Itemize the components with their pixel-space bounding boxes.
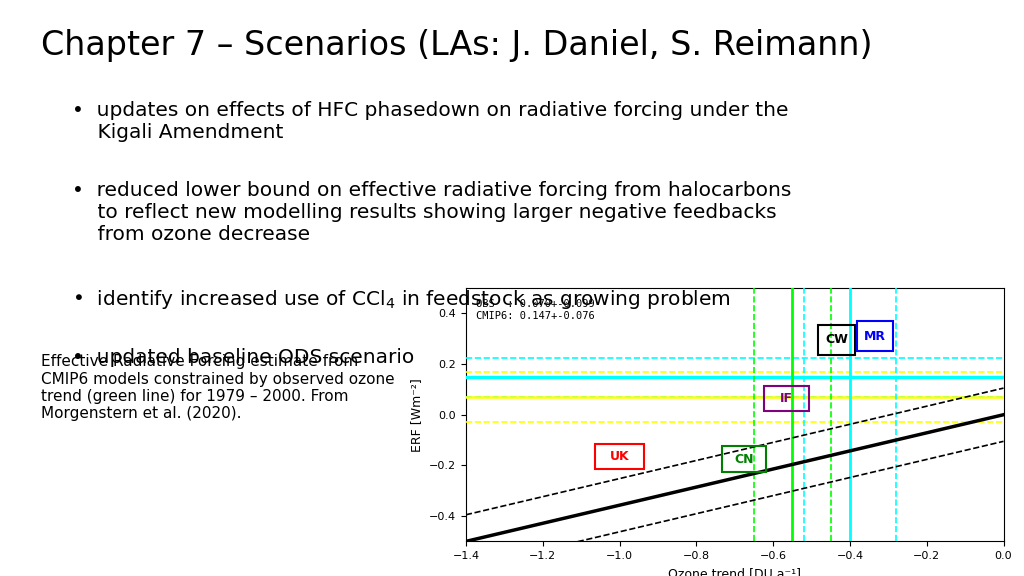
Text: CW: CW — [825, 334, 848, 346]
Text: Effective Radiative Forcing estimate from
CMIP6 models constrained by observed o: Effective Radiative Forcing estimate fro… — [41, 354, 394, 422]
Text: Chapter 7 – Scenarios (LAs: J. Daniel, S. Reimann): Chapter 7 – Scenarios (LAs: J. Daniel, S… — [41, 29, 872, 62]
Text: CN: CN — [734, 453, 754, 465]
X-axis label: Ozone trend [DU a⁻¹]: Ozone trend [DU a⁻¹] — [669, 567, 801, 576]
Text: •  reduced lower bound on effective radiative forcing from halocarbons
    to re: • reduced lower bound on effective radia… — [72, 181, 792, 244]
Text: UK: UK — [609, 450, 630, 463]
Text: OBS  : 0.070+-0.099
CMIP6: 0.147+-0.076: OBS : 0.070+-0.099 CMIP6: 0.147+-0.076 — [475, 300, 594, 321]
Text: •  updated baseline ODS scenario: • updated baseline ODS scenario — [72, 348, 414, 367]
Text: •  identify increased use of $\mathrm{CCl_4}$ in feedstock as growing problem: • identify increased use of $\mathrm{CCl… — [72, 288, 730, 311]
Text: MR: MR — [864, 329, 886, 343]
Text: IF: IF — [780, 392, 793, 405]
Y-axis label: ERF [Wm⁻²]: ERF [Wm⁻²] — [411, 378, 424, 452]
Text: •  updates on effects of HFC phasedown on radiative forcing under the
    Kigali: • updates on effects of HFC phasedown on… — [72, 101, 788, 142]
